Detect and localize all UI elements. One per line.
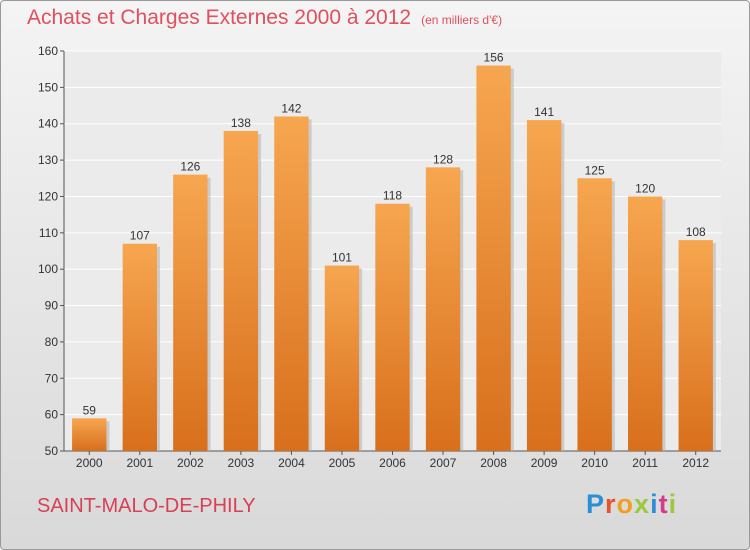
bar <box>375 203 410 451</box>
logo-letter: o <box>616 489 635 519</box>
data-label: 128 <box>433 152 453 166</box>
y-tick-label: 120 <box>38 189 58 203</box>
bar <box>628 196 663 451</box>
x-tick-label: 2011 <box>632 456 658 470</box>
x-tick-label: 2005 <box>329 456 356 470</box>
y-tick-label: 70 <box>45 371 59 385</box>
bar <box>526 120 562 451</box>
y-tick-label: 60 <box>45 408 59 422</box>
data-label: 126 <box>180 160 200 174</box>
y-tick-label: 80 <box>45 335 59 349</box>
bar <box>678 240 713 451</box>
bar <box>425 167 461 451</box>
chart-title-main: Achats et Charges Externes 2000 à 2012 <box>27 6 412 29</box>
bar <box>223 131 259 451</box>
y-tick-label: 150 <box>38 80 58 94</box>
x-tick-label: 2012 <box>682 456 709 470</box>
y-tick-label: 50 <box>45 444 59 458</box>
y-tick-label: 110 <box>39 226 58 240</box>
x-tick-label: 2003 <box>228 456 255 470</box>
x-tick-label: 2007 <box>430 456 457 470</box>
bar <box>122 243 157 451</box>
logo-letter: t <box>658 489 669 519</box>
data-label: 142 <box>281 101 301 115</box>
data-label: 108 <box>686 225 706 239</box>
x-tick-label: 2010 <box>581 456 608 470</box>
bar <box>173 174 208 452</box>
bar <box>324 265 360 451</box>
data-label: 107 <box>130 229 150 243</box>
logo-letter: x <box>634 489 651 519</box>
x-tick-label: 2000 <box>76 456 103 470</box>
bar <box>274 116 309 452</box>
x-tick-label: 2001 <box>126 456 153 470</box>
bar <box>476 65 511 451</box>
bar <box>577 178 612 452</box>
y-tick-label: 90 <box>45 299 59 313</box>
x-tick-label: 2006 <box>379 456 406 470</box>
y-tick-label: 140 <box>38 117 58 131</box>
chart-unit-note: (en milliers d'€) <box>421 13 503 27</box>
y-tick-label: 160 <box>38 44 58 58</box>
logo-letter: i <box>668 489 678 519</box>
proxiti-logo: Proxiti <box>586 489 677 520</box>
x-tick-label: 2002 <box>177 456 204 470</box>
y-tick-label: 100 <box>38 262 58 276</box>
data-label: 141 <box>534 105 554 119</box>
x-tick-label: 2004 <box>278 456 305 470</box>
data-label: 156 <box>484 51 504 65</box>
data-label: 125 <box>585 163 605 177</box>
data-label: 138 <box>231 116 251 130</box>
data-label: 120 <box>635 181 655 195</box>
data-label: 101 <box>332 251 352 265</box>
logo-letter: i <box>650 489 659 519</box>
logo-letter: r <box>605 489 617 519</box>
logo-letter: P <box>586 489 606 519</box>
chart-title: Achats et Charges Externes 2000 à 2012 (e… <box>27 6 502 30</box>
y-tick-label: 130 <box>38 153 58 167</box>
location-label: SAINT-MALO-DE-PHILY <box>37 495 256 517</box>
x-tick-label: 2008 <box>480 456 507 470</box>
data-label: 59 <box>83 403 97 417</box>
bar <box>72 418 107 451</box>
x-tick-label: 2009 <box>531 456 558 470</box>
data-label: 118 <box>383 189 402 203</box>
